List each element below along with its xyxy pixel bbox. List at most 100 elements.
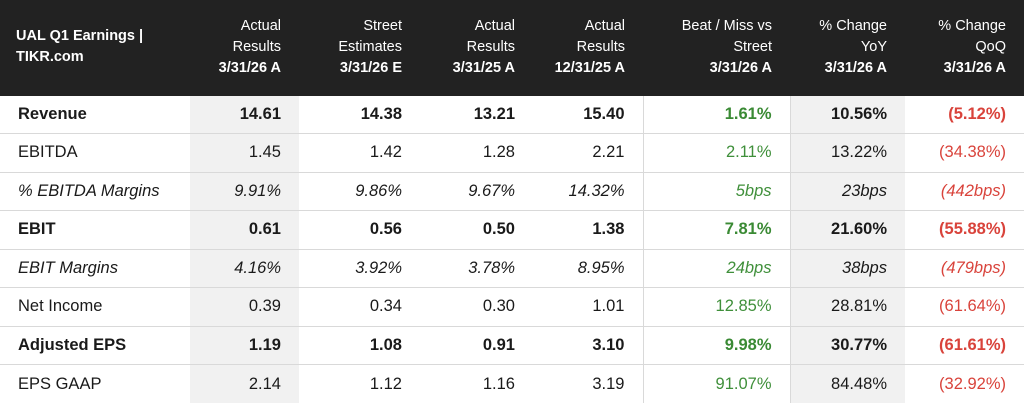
column-header-actual-q4-25: Actual Results 12/31/25 A <box>533 0 643 95</box>
table-cell: 1.45 <box>190 133 299 173</box>
title-line-2: TIKR.com <box>16 49 84 65</box>
table-cell: 1.42 <box>299 133 420 173</box>
column-period: 3/31/25 A <box>452 59 515 76</box>
row-label: Net Income <box>0 287 190 327</box>
table-cell: 1.12 <box>369 374 402 393</box>
table-cell: 9.98% <box>642 326 791 365</box>
table-cell: 0.30 <box>420 287 533 327</box>
table-cell: 14.61 <box>190 94 299 134</box>
table-body: Revenue 14.61 14.38 13.21 15.40 1.61% 10.56% (5… <box>0 94 1024 403</box>
table-title: UAL Q1 Earnings | TIKR.com <box>0 0 190 95</box>
column-header-beat-miss: Beat / Miss vs Street 3/31/26 A <box>643 0 790 95</box>
column-label: Street <box>363 17 402 34</box>
table-cell: 2.21 <box>533 133 643 173</box>
table-cell: 15.40 <box>533 94 643 134</box>
column-label: % Change <box>938 17 1006 34</box>
table-cell: 7.81% <box>642 210 791 250</box>
table-cell: 0.50 <box>420 210 533 250</box>
title-line-1: UAL Q1 Earnings | <box>16 28 144 44</box>
column-label: Actual <box>584 17 625 34</box>
table-cell: (61.61%) <box>905 326 1024 365</box>
column-header-actual-q1-25: Actual Results 3/31/25 A <box>420 0 533 95</box>
table-cell: (34.38%) <box>905 133 1024 173</box>
table-cell: 0.91 <box>420 326 533 365</box>
table-cell: 23bps <box>790 172 905 211</box>
table-cell: 84.48% <box>790 364 905 403</box>
column-period: 3/31/26 A <box>709 59 772 76</box>
table-cell: 21.60% <box>790 210 905 250</box>
table-cell: 91.07% <box>642 364 791 403</box>
column-label: Actual <box>240 17 281 34</box>
table-cell: 4.16% <box>190 249 299 288</box>
table-cell: (32.92%) <box>939 374 1006 393</box>
column-label: Beat / Miss vs <box>681 17 772 34</box>
table-row: Adjusted EPS 1.19 1.08 0.91 3.10 9.98% 30.77%(… <box>0 326 1024 365</box>
table-cell: 0.61 <box>190 210 299 250</box>
table-cell: 1.08 <box>299 326 420 365</box>
column-period: 3/31/26 A <box>824 59 887 76</box>
table-cell: (61.64%) <box>905 287 1024 327</box>
earnings-table: UAL Q1 Earnings | TIKR.com Actual Result… <box>0 0 1024 403</box>
table-row: EBIT 0.61 0.56 0.50 1.38 7.81% 21.60% (55.88%) <box>0 210 1024 250</box>
table-cell: 0.56 <box>299 210 420 250</box>
table-cell: 38bps <box>790 249 905 288</box>
table-cell: 13.22% <box>790 133 905 173</box>
column-header-street-estimates: Street Estimates 3/31/26 E <box>299 0 420 95</box>
column-period: 3/31/26 A <box>943 59 1006 76</box>
table-cell: 28.81% <box>790 287 905 327</box>
table-cell: 24bps <box>642 249 791 288</box>
table-cell: 0.34 <box>299 287 420 327</box>
column-period: 12/31/25 A <box>554 59 625 76</box>
row-label: EBIT <box>0 210 190 250</box>
table-cell: 9.67% <box>420 172 533 211</box>
table-cell: 12.85% <box>642 287 791 327</box>
table-cell: 13.21 <box>420 94 533 134</box>
table-cell: 1.01 <box>533 287 643 327</box>
table-cell: 14.38 <box>299 94 420 134</box>
row-label: Revenue <box>0 94 190 134</box>
table-cell: 8.95% <box>533 249 643 288</box>
table-cell: 0.39 <box>190 287 299 327</box>
table-cell: 3.92% <box>299 249 420 288</box>
table-cell: 3.78% <box>420 249 533 288</box>
table-cell: 1.28 <box>420 133 533 173</box>
column-label: Results <box>466 38 515 55</box>
row-label: EPS GAAP <box>18 374 102 393</box>
row-label: EBIT Margins <box>0 249 190 288</box>
table-cell: 10.56% <box>790 94 905 134</box>
table-cell: 1.61% <box>642 94 791 134</box>
table-row: EBITDA 1.45 1.42 1.28 2.21 2.11% 13.22% (34.38%… <box>0 133 1024 173</box>
column-label: % Change <box>819 17 887 34</box>
table-cell: 1.19 <box>190 326 299 365</box>
table-cell: (479bps) <box>905 249 1024 288</box>
table-row: EBIT Margins 4.16% 3.92% 3.78% 8.95% 24bps 38b… <box>0 249 1024 288</box>
table-row: EPS GAAP 2.14 1.12 1.16 3.19 91.07% 84.48% (32.… <box>0 364 1024 403</box>
column-period: 3/31/26 E <box>339 59 402 76</box>
row-label: EBITDA <box>0 133 190 173</box>
table-cell: 14.32% <box>533 172 643 211</box>
table-cell: 30.77% <box>790 326 905 365</box>
row-label: % EBITDA Margins <box>0 172 190 211</box>
table-row: Revenue 14.61 14.38 13.21 15.40 1.61% 10.56% (5… <box>0 94 1024 134</box>
column-header-change-qoq: % Change QoQ 3/31/26 A <box>905 0 1024 95</box>
column-label: Street <box>733 38 772 55</box>
table-cell: 2.14 <box>190 364 299 403</box>
table-cell: 3.10 <box>533 326 643 365</box>
row-label: Adjusted EPS <box>0 326 190 365</box>
table-cell: 5bps <box>642 172 791 211</box>
column-label: YoY <box>860 38 887 55</box>
column-label: QoQ <box>975 38 1006 55</box>
table-cell: 1.38 <box>533 210 643 250</box>
table-cell: (55.88%) <box>905 210 1024 250</box>
column-label: Estimates <box>338 38 402 55</box>
table-cell: 1.16 <box>482 374 515 393</box>
column-label: Actual <box>474 17 515 34</box>
table-cell: 9.91% <box>190 172 299 211</box>
table-cell: (5.12%) <box>905 94 1024 134</box>
column-header-actual-q1-26: Actual Results 3/31/26 A <box>190 0 299 95</box>
table-cell: 3.19 <box>592 374 625 393</box>
table-row: Net Income 0.39 0.34 0.30 1.01 12.85% 28.81% (6… <box>0 287 1024 327</box>
column-label: Results <box>576 38 625 55</box>
table-cell: 9.86% <box>299 172 420 211</box>
